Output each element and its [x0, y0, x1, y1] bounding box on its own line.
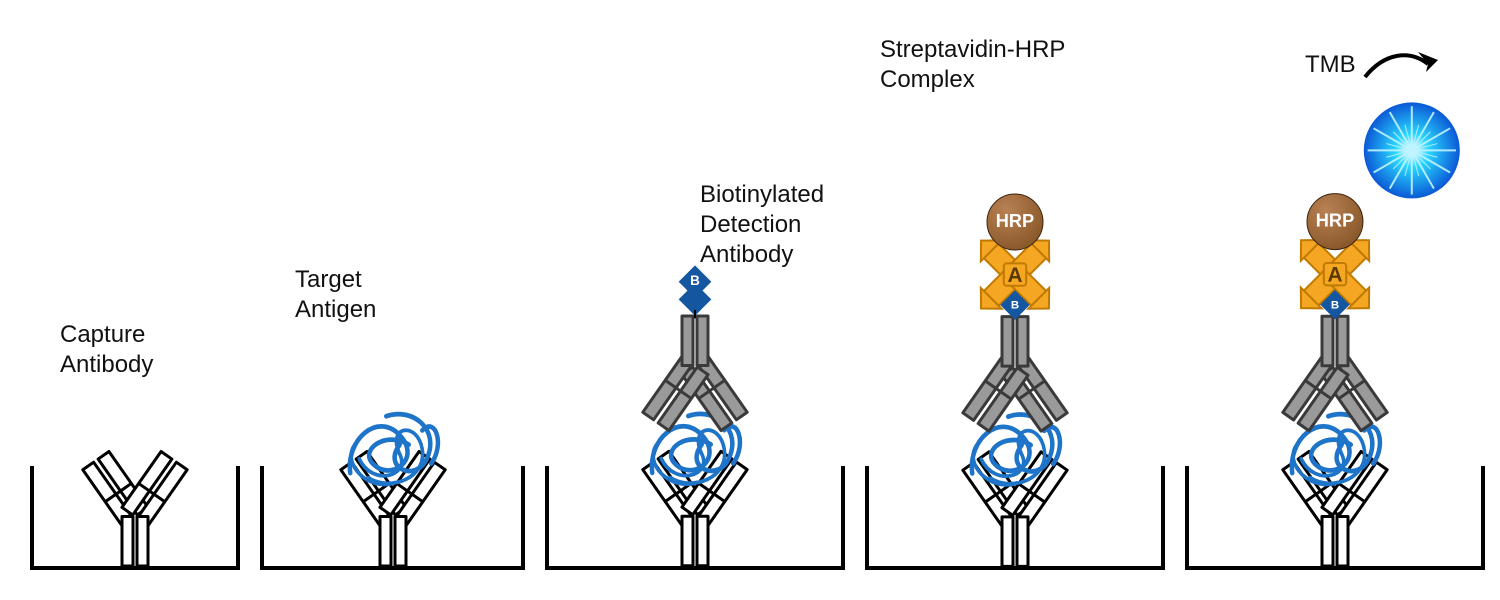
panel-p4: Streptavidin-HRP Complex A B HRP: [865, 10, 1165, 570]
panel-p3: Biotinylated Detection AntibodyB: [545, 10, 845, 570]
svg-text:A: A: [1007, 263, 1022, 286]
tmb-signal-icon: [1364, 102, 1460, 198]
hrp-icon: HRP: [987, 194, 1043, 250]
svg-text:A: A: [1327, 263, 1342, 286]
panel-p2: Target Antigen: [260, 10, 525, 570]
panel-p5: TMB A B HRP: [1185, 10, 1485, 570]
svg-text:B: B: [1331, 299, 1339, 311]
svg-text:B: B: [1011, 299, 1019, 311]
capture-antibody-icon: [83, 451, 187, 566]
component-stack: A B HRP: [1235, 78, 1435, 566]
svg-text:B: B: [690, 273, 700, 288]
biotin-icon: B: [679, 266, 712, 319]
component-stack: A B HRP: [915, 184, 1115, 566]
svg-text:HRP: HRP: [996, 211, 1034, 231]
panel-label: Capture Antibody: [60, 320, 153, 380]
panel-label: Biotinylated Detection Antibody: [700, 180, 824, 270]
hrp-icon: HRP: [1307, 194, 1363, 250]
panel-label: Target Antigen: [295, 265, 376, 325]
panel-label: Streptavidin-HRP Complex: [880, 35, 1065, 95]
svg-text:HRP: HRP: [1316, 211, 1354, 231]
component-stack: B: [595, 260, 795, 566]
panel-p1: Capture Antibody: [30, 10, 240, 570]
panel-label: TMB: [1305, 50, 1356, 80]
component-stack: [35, 446, 235, 566]
component-stack: [293, 392, 493, 566]
tmb-arrow-icon: [1360, 42, 1440, 92]
